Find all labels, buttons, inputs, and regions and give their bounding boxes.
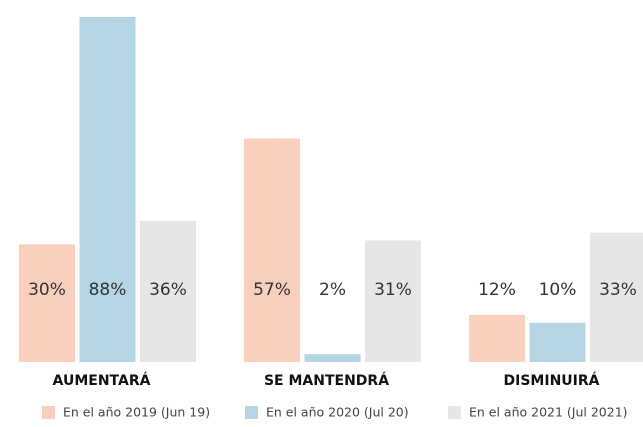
category-label: SE MANTENDRÁ (264, 372, 389, 389)
value-label: 2% (319, 280, 346, 300)
legend-label: En el año 2020 (Jul 20) (266, 405, 409, 420)
value-label: 30% (28, 280, 66, 300)
bar (140, 220, 196, 362)
bar (304, 354, 361, 362)
value-label: 88% (89, 280, 127, 300)
bar (244, 138, 300, 362)
bar (19, 244, 75, 362)
bar (365, 240, 421, 362)
bar (590, 232, 643, 362)
value-label: 12% (478, 280, 516, 300)
value-label: 10% (539, 280, 577, 300)
category-label: DISMINUIRÁ (504, 372, 600, 389)
value-label: 33% (599, 280, 637, 300)
category-label: AUMENTARÁ (53, 372, 151, 389)
value-label: 31% (374, 280, 412, 300)
bar (79, 17, 136, 362)
bar (469, 314, 525, 362)
legend-swatch (245, 406, 258, 419)
value-label: 36% (149, 280, 187, 300)
legend-swatch (42, 406, 55, 419)
value-label: 57% (253, 280, 291, 300)
legend-label: En el año 2019 (Jun 19) (63, 405, 210, 420)
bar (529, 322, 586, 362)
legend-swatch (448, 406, 461, 419)
legend-label: En el año 2021 (Jul 2021) (469, 405, 628, 420)
